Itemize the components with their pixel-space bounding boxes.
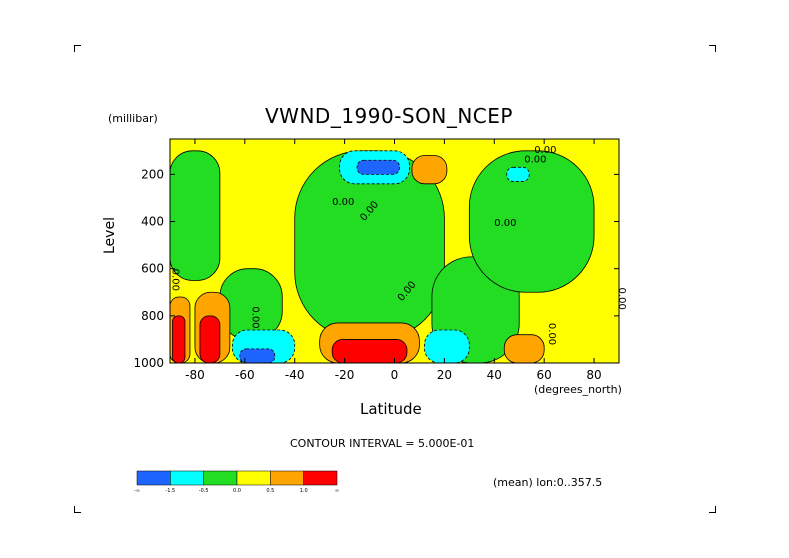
colorbar-label-4: 0.5 [266, 488, 274, 494]
contour-label-8: 0.00 [332, 197, 354, 208]
contour-interval-text: CONTOUR INTERVAL = 5.000E-01 [290, 437, 475, 450]
colorbar-swatch-4 [270, 470, 304, 486]
contour-region-1 [170, 150, 221, 281]
colorbar-swatch-1 [170, 470, 204, 486]
contour-region-15 [503, 334, 545, 363]
subset-info-text: (mean) lon:0..357.5 [493, 476, 603, 489]
x-tick-label-2: -40 [285, 368, 305, 382]
x-tick-label-4: 0 [391, 368, 399, 382]
colorbar-swatch-3 [236, 470, 271, 486]
y-tick-label-1: 400 [141, 215, 164, 229]
corner-mark-bottom-right [709, 506, 716, 513]
contour-label-1: 0.00 [249, 306, 260, 328]
colorbar-swatch-2 [203, 470, 238, 486]
contour-region-5 [468, 150, 595, 293]
x-tick-label-8: 80 [586, 368, 601, 382]
contour-region-19 [199, 315, 221, 363]
y-axis-units: (millibar) [108, 112, 158, 125]
colorbar: -∞ -1.5 -0.5 0.0 0.5 1.0 ∞ [134, 470, 339, 494]
y-tick-label-4: 1000 [133, 356, 164, 370]
y-tick-label-3: 800 [141, 309, 164, 323]
contour-label-0: 0.00 [169, 269, 180, 291]
corner-mark-top-right [709, 45, 716, 52]
y-tick-label-2: 600 [141, 262, 164, 276]
x-axis-units: (degrees_north) [534, 383, 622, 396]
axis-layer: -80 -60 -40 -20 0 20 40 60 80 200 400 600 800 1000 [133, 139, 619, 382]
contour-region-12 [411, 155, 448, 185]
x-tick-label-0: -80 [185, 368, 205, 382]
contour-label-7: 0.00 [616, 288, 627, 310]
colorbar-label-3: 0.0 [233, 488, 241, 494]
colorbar-label-1: -1.5 [165, 488, 175, 494]
x-tick-label-1: -60 [235, 368, 255, 382]
colorbar-label-2: -0.5 [199, 488, 209, 494]
x-tick-label-3: -20 [335, 368, 355, 382]
x-tick-label-7: 60 [537, 368, 552, 382]
contour-region-7 [356, 159, 400, 175]
y-tick-label-0: 200 [141, 167, 164, 181]
contour-region-9 [239, 348, 276, 363]
chart-title: VWND_1990-SON_NCEP [265, 104, 513, 128]
contour-region-14 [331, 339, 408, 363]
contour-fill-layer [170, 139, 619, 363]
contour-region-11 [506, 166, 530, 182]
colorbar-label-6: ∞ [335, 488, 339, 494]
x-tick-label-5: 20 [437, 368, 452, 382]
colorbar-swatch-5 [303, 470, 338, 486]
contour-region-10 [424, 329, 470, 363]
colorbar-swatch-0 [136, 470, 171, 486]
colorbar-label-5: 1.0 [300, 488, 308, 494]
contour-region-17 [172, 315, 186, 363]
x-axis-label: Latitude [360, 400, 422, 418]
contour-label-4: 0.00 [524, 155, 546, 166]
x-tick-label-6: 40 [487, 368, 502, 382]
contour-label-9: 0.00 [494, 218, 516, 229]
corner-mark-top-left [74, 45, 81, 52]
colorbar-label-0: -∞ [134, 488, 140, 494]
contour-label-5: 0.00 [534, 145, 556, 156]
contour-label-6: 0.00 [546, 323, 557, 345]
corner-mark-bottom-left [74, 506, 81, 513]
